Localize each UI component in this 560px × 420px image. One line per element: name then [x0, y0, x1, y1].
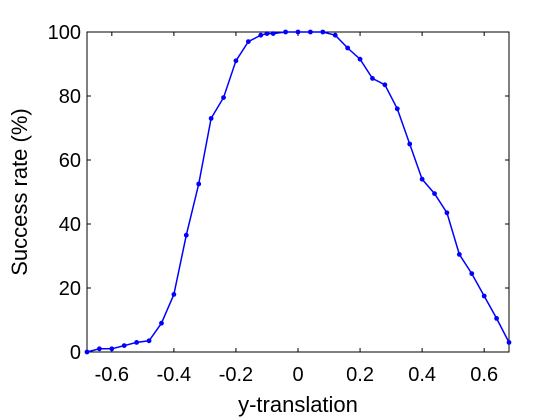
data-point	[121, 343, 127, 348]
data-point	[308, 29, 313, 35]
x-tick-label: -0.4	[157, 364, 191, 386]
data-point	[245, 39, 251, 44]
data-point	[506, 340, 512, 345]
data-point	[264, 31, 270, 36]
plot-area	[86, 31, 510, 353]
y-tick-label: 60	[59, 150, 81, 172]
data-point	[456, 252, 462, 257]
series-layer	[84, 29, 512, 355]
y-tick-label: 0	[70, 342, 81, 364]
data-point	[84, 349, 90, 355]
data-point	[432, 191, 437, 197]
y-tick-label: 40	[59, 214, 81, 236]
data-point	[295, 29, 301, 35]
data-point	[171, 292, 177, 297]
x-tick-label: 0	[292, 364, 303, 386]
data-point	[233, 58, 239, 64]
x-tick-label: -0.2	[219, 364, 253, 386]
data-point	[407, 141, 413, 147]
data-point	[97, 346, 102, 352]
data-point	[320, 29, 326, 35]
x-tick-label: -0.6	[95, 364, 129, 386]
data-point	[196, 181, 202, 187]
series-line	[86, 31, 510, 353]
data-point	[109, 346, 115, 352]
y-tick-label: 80	[59, 86, 81, 108]
data-point	[419, 176, 425, 182]
data-point	[332, 32, 338, 38]
data-point	[221, 95, 226, 100]
data-point	[134, 340, 140, 345]
data-point	[283, 29, 288, 35]
data-point	[382, 82, 388, 88]
y-tick-label: 20	[59, 278, 81, 300]
data-point	[469, 271, 475, 276]
data-point	[208, 116, 214, 121]
data-point	[270, 31, 276, 36]
y-tick-label: 100	[48, 22, 81, 44]
data-point	[345, 45, 351, 51]
data-point	[394, 106, 400, 112]
data-point	[258, 32, 264, 38]
x-axis-label: y-translation	[238, 392, 358, 417]
data-point	[159, 320, 164, 326]
data-point	[357, 56, 363, 62]
data-point	[183, 232, 189, 238]
x-tick-label: 0.6	[470, 364, 498, 386]
x-tick-label: 0.2	[346, 364, 374, 386]
x-tick-label: 0.4	[408, 364, 436, 386]
y-axis-label: Success rate (%)	[7, 108, 32, 276]
data-point	[444, 210, 450, 216]
data-point	[494, 316, 499, 321]
data-point	[481, 293, 487, 299]
data-point	[370, 76, 375, 81]
x-axis-ticks: -0.6 -0.4 -0.2 0 0.2 0.4 0.6	[95, 32, 498, 386]
y-axis-ticks: 0 20 40 60 80 100	[48, 22, 509, 364]
data-point	[146, 338, 152, 344]
